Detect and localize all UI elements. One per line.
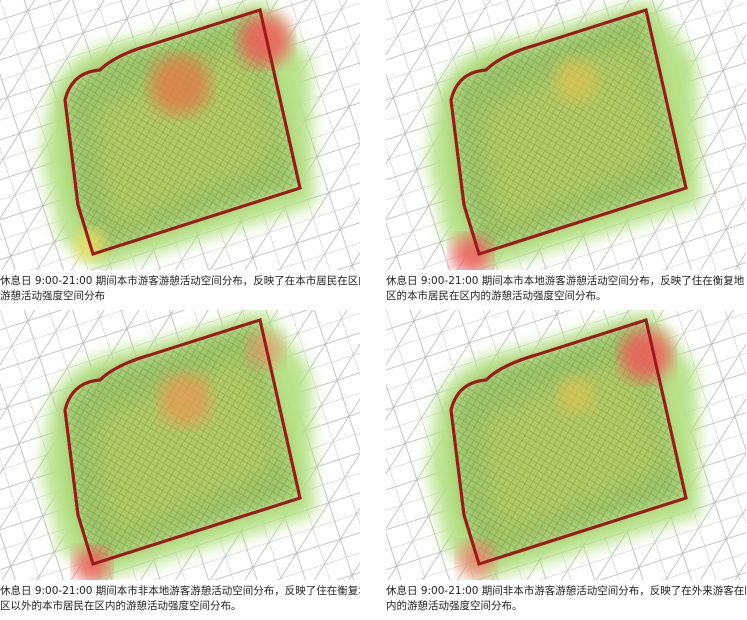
panel: 休息日 9:00-21:00 期间本市游客游憩活动空间分布，反映了在本市居民在区… bbox=[0, 0, 360, 304]
caption-line: 区以外的本市居民在区内的游憩活动强度空间分布。 bbox=[0, 600, 242, 612]
caption-line: 游憩活动强度空间分布 bbox=[0, 290, 105, 302]
heat-map bbox=[386, 0, 746, 270]
heat-map bbox=[386, 310, 746, 580]
caption-line: 休息日 9:00-21:00 期间本市本地游客游憩活动空间分布，反映了住在衡复地 bbox=[386, 275, 745, 287]
heat-map bbox=[0, 0, 360, 270]
caption: 休息日 9:00-21:00 期间本市非本地游客游憩活动空间分布，反映了住在衡复… bbox=[0, 584, 360, 614]
caption-line: 休息日 9:00-21:00 期间非本市游客游憩活动空间分布，反映了在外来游客在… bbox=[386, 585, 746, 597]
caption: 休息日 9:00-21:00 期间非本市游客游憩活动空间分布，反映了在外来游客在… bbox=[386, 584, 746, 614]
panel: 休息日 9:00-21:00 期间本市本地游客游憩活动空间分布，反映了住在衡复地… bbox=[386, 0, 746, 304]
caption-line: 休息日 9:00-21:00 期间本市游客游憩活动空间分布，反映了在本市居民在区… bbox=[0, 275, 360, 287]
heat-map bbox=[0, 310, 360, 580]
caption-line: 区的本市居民在区内的游憩活动强度空间分布。 bbox=[386, 290, 607, 302]
caption-line: 内的游憩活动强度空间分布。 bbox=[386, 600, 523, 612]
caption: 休息日 9:00-21:00 期间本市本地游客游憩活动空间分布，反映了住在衡复地… bbox=[386, 274, 746, 304]
caption: 休息日 9:00-21:00 期间本市游客游憩活动空间分布，反映了在本市居民在区… bbox=[0, 274, 360, 304]
panel: 休息日 9:00-21:00 期间非本市游客游憩活动空间分布，反映了在外来游客在… bbox=[386, 310, 746, 614]
panel: 休息日 9:00-21:00 期间本市非本地游客游憩活动空间分布，反映了住在衡复… bbox=[0, 310, 360, 614]
caption-line: 休息日 9:00-21:00 期间本市非本地游客游憩活动空间分布，反映了住在衡复… bbox=[0, 585, 360, 597]
